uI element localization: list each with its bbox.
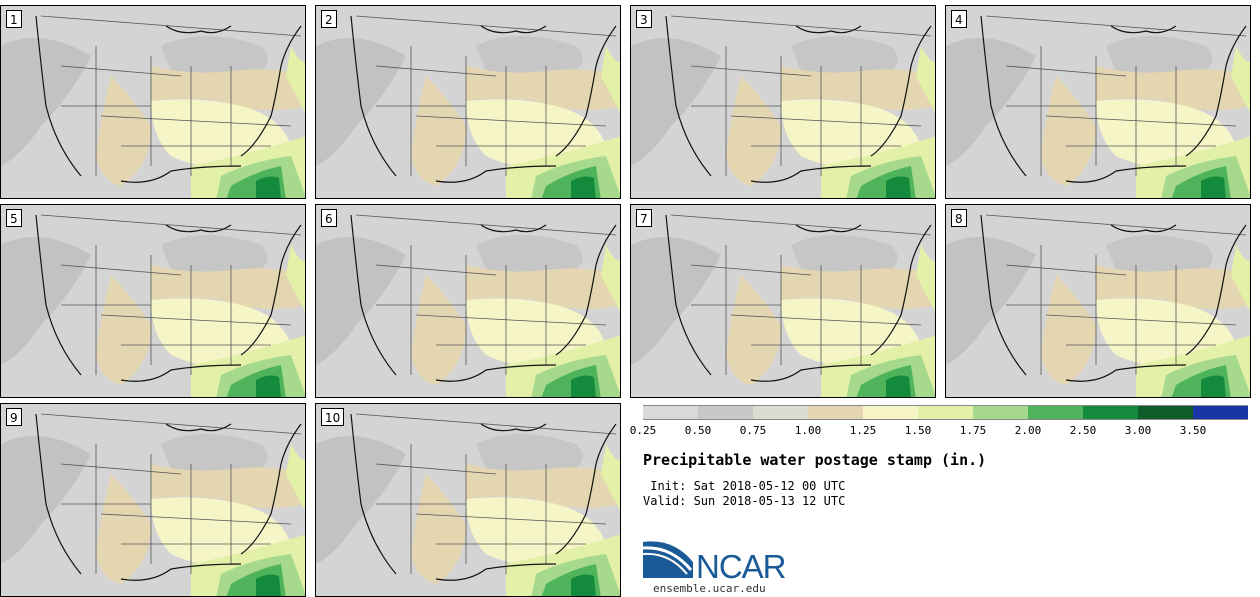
legend-tick-label: 2.00 [1014,424,1042,437]
legend-tick-label: 1.25 [849,424,877,437]
legend-swatch [698,405,753,420]
legend-swatch [973,405,1028,420]
ensemble-member-map: 6 [315,204,621,398]
member-number-label: 7 [636,209,652,227]
legend-swatch [1193,405,1248,420]
init-time: Init: Sat 2018-05-12 00 UTC [643,479,846,493]
ensemble-member-map: 10 [315,403,621,597]
legend-tick-label: 1.00 [794,424,822,437]
legend-swatch [643,405,698,420]
legend-tick-label: 3.50 [1179,424,1207,437]
valid-time: Valid: Sun 2018-05-13 12 UTC [643,494,846,508]
member-number-label: 9 [6,408,22,426]
legend-swatch [808,405,863,420]
ensemble-member-map: 2 [315,5,621,199]
ensemble-member-map: 9 [0,403,306,597]
legend-tick-label: 1.50 [904,424,932,437]
legend-tick-label: 2.50 [1069,424,1097,437]
legend-swatch [863,405,918,420]
legend-tick-label: 0.75 [739,424,767,437]
legend-swatch [1028,405,1083,420]
ensemble-member-map: 5 [0,204,306,398]
ensemble-member-map: 4 [945,5,1251,199]
legend-swatch [1083,405,1138,420]
legend-swatch [918,405,973,420]
member-number-label: 6 [321,209,337,227]
legend-tick-label: 0.25 [629,424,657,437]
site-url: ensemble.ucar.edu [653,582,766,595]
ensemble-member-map: 8 [945,204,1251,398]
member-number-label: 2 [321,10,337,28]
ensemble-member-map: 3 [630,5,936,199]
member-number-label: 1 [6,10,22,28]
ensemble-member-map: 1 [0,5,306,199]
legend-swatch [753,405,808,420]
legend-tick-label: 3.00 [1124,424,1152,437]
legend-tick-label: 1.75 [959,424,987,437]
ensemble-member-map: 7 [630,204,936,398]
legend-tick-label: 0.50 [684,424,712,437]
legend-swatch [1138,405,1193,420]
member-number-label: 8 [951,209,967,227]
color-legend: 0.25 0.50 0.75 1.00 1.25 1.50 1.75 2.00 2.50 3.00… [629,405,1251,441]
ncar-logo-text: NCAR [696,548,787,585]
ncar-logo [643,541,693,578]
member-number-label: 10 [321,408,345,426]
page-title: Precipitable water postage stamp (in.) [643,451,987,469]
member-number-label: 4 [951,10,967,28]
member-number-label: 3 [636,10,652,28]
member-number-label: 5 [6,209,22,227]
